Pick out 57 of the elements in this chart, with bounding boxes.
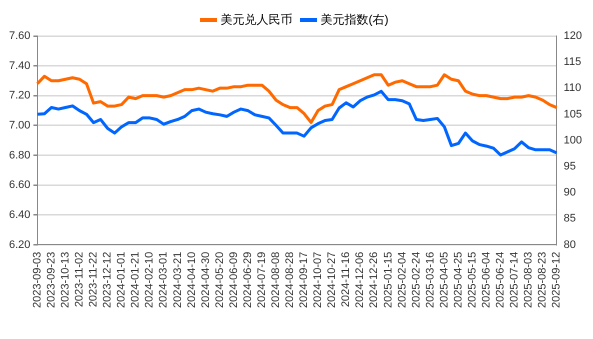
- x-tick-label: 2025-01-15: [382, 252, 394, 308]
- x-tick-label: 2024-10-27: [326, 252, 338, 308]
- y-tick-label: 7.60: [8, 30, 30, 42]
- x-tick-label: 2023-09-03: [31, 252, 44, 308]
- y2-tick-label: 80: [564, 238, 576, 251]
- y2-tick-label: 105: [564, 108, 582, 120]
- x-tick-label: 2024-12-26: [368, 252, 380, 308]
- x-tick-label: 2025-08-03: [522, 252, 535, 308]
- x-tick-label: 2024-05-20: [214, 252, 226, 308]
- y-tick-label: 6.20: [8, 238, 30, 251]
- x-tick-label: 2023-12-12: [102, 252, 114, 308]
- y-tick-label: 6.80: [8, 149, 30, 162]
- x-tick-label: 2025-07-14: [508, 252, 521, 308]
- x-tick-label: 2025-04-25: [452, 252, 464, 308]
- x-tick-label: 2025-09-12: [550, 252, 563, 308]
- y2-tick-label: 95: [564, 160, 576, 172]
- x-tick-label: 2025-04-05: [438, 252, 450, 308]
- legend-label: 美元指数(右): [320, 12, 389, 26]
- x-tick-label: 2024-01-21: [130, 252, 142, 308]
- x-tick-label: 2024-08-28: [284, 252, 296, 308]
- x-tick-label: 2025-06-04: [480, 252, 493, 308]
- x-tick-label: 2024-02-10: [144, 252, 156, 308]
- x-tick-label: 2023-09-23: [45, 252, 58, 308]
- x-tick-label: 2024-11-16: [340, 252, 352, 308]
- y2-tick-label: 115: [564, 56, 582, 68]
- x-tick-label: 2023-11-02: [74, 252, 86, 308]
- y-tick-label: 6.40: [8, 208, 30, 221]
- x-tick-label: 2024-04-30: [200, 252, 212, 308]
- x-tick-label: 2024-01-01: [116, 252, 128, 308]
- y-tick-label: 7.20: [8, 90, 30, 102]
- legend-label: 美元兑人民币: [220, 12, 293, 26]
- x-tick-label: 2024-04-10: [186, 252, 198, 308]
- x-tick-label: 2025-02-04: [396, 252, 408, 308]
- x-tick-label: 2025-05-15: [466, 252, 478, 308]
- x-tick-label: 2024-03-21: [172, 252, 184, 308]
- x-tick-label: 2024-09-17: [298, 252, 310, 308]
- y-tick-label: 7.40: [8, 60, 30, 72]
- y2-tick-label: 85: [564, 212, 576, 225]
- x-tick-label: 2024-10-07: [312, 252, 324, 308]
- y2-tick-label: 100: [564, 134, 582, 146]
- x-tick-label: 2025-02-24: [410, 252, 422, 308]
- x-tick-label: 2025-08-23: [536, 252, 549, 308]
- x-tick-label: 2024-12-06: [354, 252, 366, 308]
- x-tick-label: 2024-03-01: [158, 252, 170, 308]
- x-tick-label: 2024-07-19: [256, 252, 268, 308]
- y2-tick-label: 90: [564, 186, 576, 199]
- y2-tick-label: 110: [564, 82, 582, 94]
- x-tick-label: 2025-06-24: [494, 252, 507, 308]
- y-tick-label: 7.00: [8, 119, 30, 132]
- x-tick-label: 2024-08-08: [270, 252, 282, 308]
- y-tick-label: 6.60: [8, 179, 30, 192]
- x-tick-label: 2023-10-13: [60, 252, 72, 308]
- y2-tick-label: 120: [564, 30, 582, 42]
- x-tick-label: 2023-11-22: [88, 252, 100, 308]
- x-tick-label: 2024-06-09: [228, 252, 240, 308]
- x-tick-label: 2024-06-29: [242, 252, 254, 308]
- x-tick-label: 2025-03-16: [424, 252, 436, 308]
